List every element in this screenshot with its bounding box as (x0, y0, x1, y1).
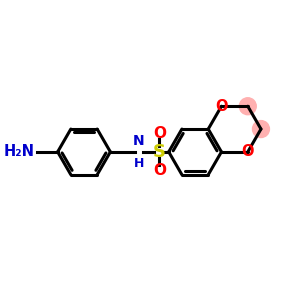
Text: H₂N: H₂N (4, 144, 35, 159)
Text: O: O (153, 163, 166, 178)
Text: O: O (153, 126, 166, 141)
Text: H: H (134, 157, 144, 169)
Text: S: S (153, 143, 166, 161)
Text: O: O (215, 99, 228, 114)
Circle shape (253, 121, 269, 137)
Text: N: N (133, 134, 144, 148)
Text: O: O (242, 144, 254, 159)
Circle shape (239, 98, 256, 115)
